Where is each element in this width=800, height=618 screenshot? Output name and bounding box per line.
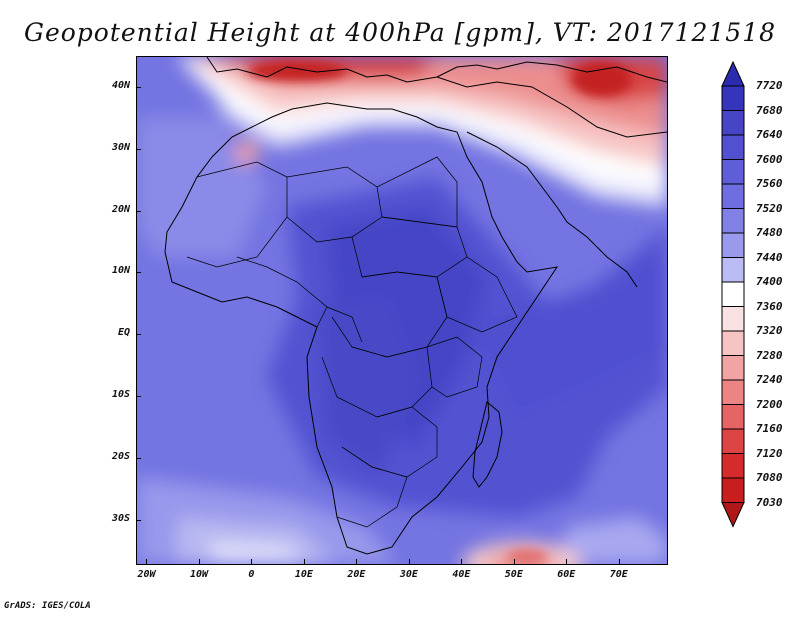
- lon-tick: [408, 559, 410, 564]
- lon-label-70e: 70E: [609, 569, 628, 580]
- lat-label-10n: 10N: [111, 265, 130, 277]
- lon-label-40e: 40E: [452, 569, 471, 580]
- lat-label-20s: 20S: [111, 450, 130, 462]
- colorbar-label: 7360: [756, 299, 783, 313]
- lat-tick: [136, 519, 141, 521]
- colorbar-segment: [721, 330, 745, 356]
- colorbar-segment: [721, 183, 745, 209]
- colorbar-label: 7720: [756, 79, 783, 92]
- height-field: [137, 57, 667, 564]
- height-field-detail: [247, 61, 632, 564]
- colorbar-label: 7440: [756, 250, 783, 264]
- colorbar-label: 7120: [756, 446, 783, 460]
- colorbar-segment: [721, 428, 745, 454]
- lon-label-20e: 20E: [347, 569, 366, 580]
- lon-tick: [251, 559, 253, 564]
- lat-label-10s: 10S: [111, 389, 130, 401]
- colorbar-segment: [721, 477, 745, 503]
- lat-tick: [136, 396, 141, 398]
- colorbar-segment: [721, 281, 745, 307]
- colorbar-label: 7280: [756, 348, 783, 362]
- colorbar-label: 7400: [756, 275, 783, 288]
- colorbar-segment: [721, 85, 745, 111]
- lat-tick: [136, 457, 141, 459]
- lat-tick: [136, 334, 141, 336]
- lat-tick: [136, 210, 141, 212]
- colorbar-label: 7320: [756, 324, 783, 337]
- lon-label-20w: 20W: [137, 569, 156, 580]
- colorbar-label: 7240: [756, 373, 783, 386]
- colorbar-label: 7640: [756, 128, 783, 141]
- lat-label-30n: 30N: [111, 141, 130, 153]
- lon-label-60e: 60E: [557, 569, 576, 580]
- colorbar-segment: [721, 232, 745, 258]
- coastlines: [164, 57, 667, 555]
- colorbar-arrow-bottom: [721, 502, 745, 528]
- colorbar-segment: [721, 306, 745, 332]
- lon-tick: [513, 559, 515, 564]
- country-borders: [186, 156, 518, 528]
- lon-label-0: 0: [248, 569, 255, 580]
- geopotential-height-map: [137, 57, 667, 564]
- colorbar-segment: [721, 453, 745, 479]
- colorbar-label: 7080: [756, 471, 783, 484]
- map-panel: [136, 56, 668, 565]
- colorbar-label: 7600: [756, 152, 783, 166]
- colorbar-segment: [721, 404, 745, 430]
- lon-label-30e: 30E: [399, 569, 418, 580]
- lon-label-50e: 50E: [504, 569, 523, 580]
- lon-tick: [356, 559, 358, 564]
- colorbar-segment: [721, 355, 745, 381]
- colorbar-label: 7160: [756, 422, 783, 435]
- colorbar-label: 7560: [756, 177, 783, 190]
- lon-tick: [303, 559, 305, 564]
- colorbar-segment: [721, 110, 745, 136]
- colorbar-segment: [721, 257, 745, 283]
- lat-tick: [136, 272, 141, 274]
- colorbar-arrow-top: [721, 60, 745, 87]
- footer-credit: GrADS: IGES/COLA: [4, 601, 91, 611]
- lon-tick: [146, 559, 148, 564]
- lat-tick: [136, 86, 141, 88]
- colorbar-label: 7680: [756, 103, 783, 117]
- colorbar-label: 7030: [756, 495, 783, 509]
- colorbar-label: 7200: [756, 397, 783, 411]
- lat-label-40n: 40N: [111, 79, 130, 91]
- colorbar-label: 7520: [756, 201, 783, 215]
- colorbar-segment: [721, 379, 745, 405]
- lon-tick: [461, 559, 463, 564]
- colorbar-segment: [721, 134, 745, 160]
- chart-title: Geopotential Height at 400hPa [gpm], VT:…: [23, 18, 777, 47]
- colorbar-segment: [721, 208, 745, 234]
- lat-tick: [136, 148, 141, 150]
- lat-label-eq: EQ: [117, 327, 130, 339]
- lon-tick: [618, 559, 620, 564]
- lon-label-10w: 10W: [189, 569, 208, 580]
- lat-label-20n: 20N: [111, 203, 130, 215]
- colorbar-segment: [721, 159, 745, 185]
- lon-tick: [566, 559, 568, 564]
- colorbar: [721, 60, 745, 528]
- colorbar-label: 7480: [756, 226, 783, 239]
- lon-label-10e: 10E: [294, 569, 313, 580]
- lon-tick: [198, 559, 200, 564]
- lat-label-30s: 30S: [111, 512, 130, 524]
